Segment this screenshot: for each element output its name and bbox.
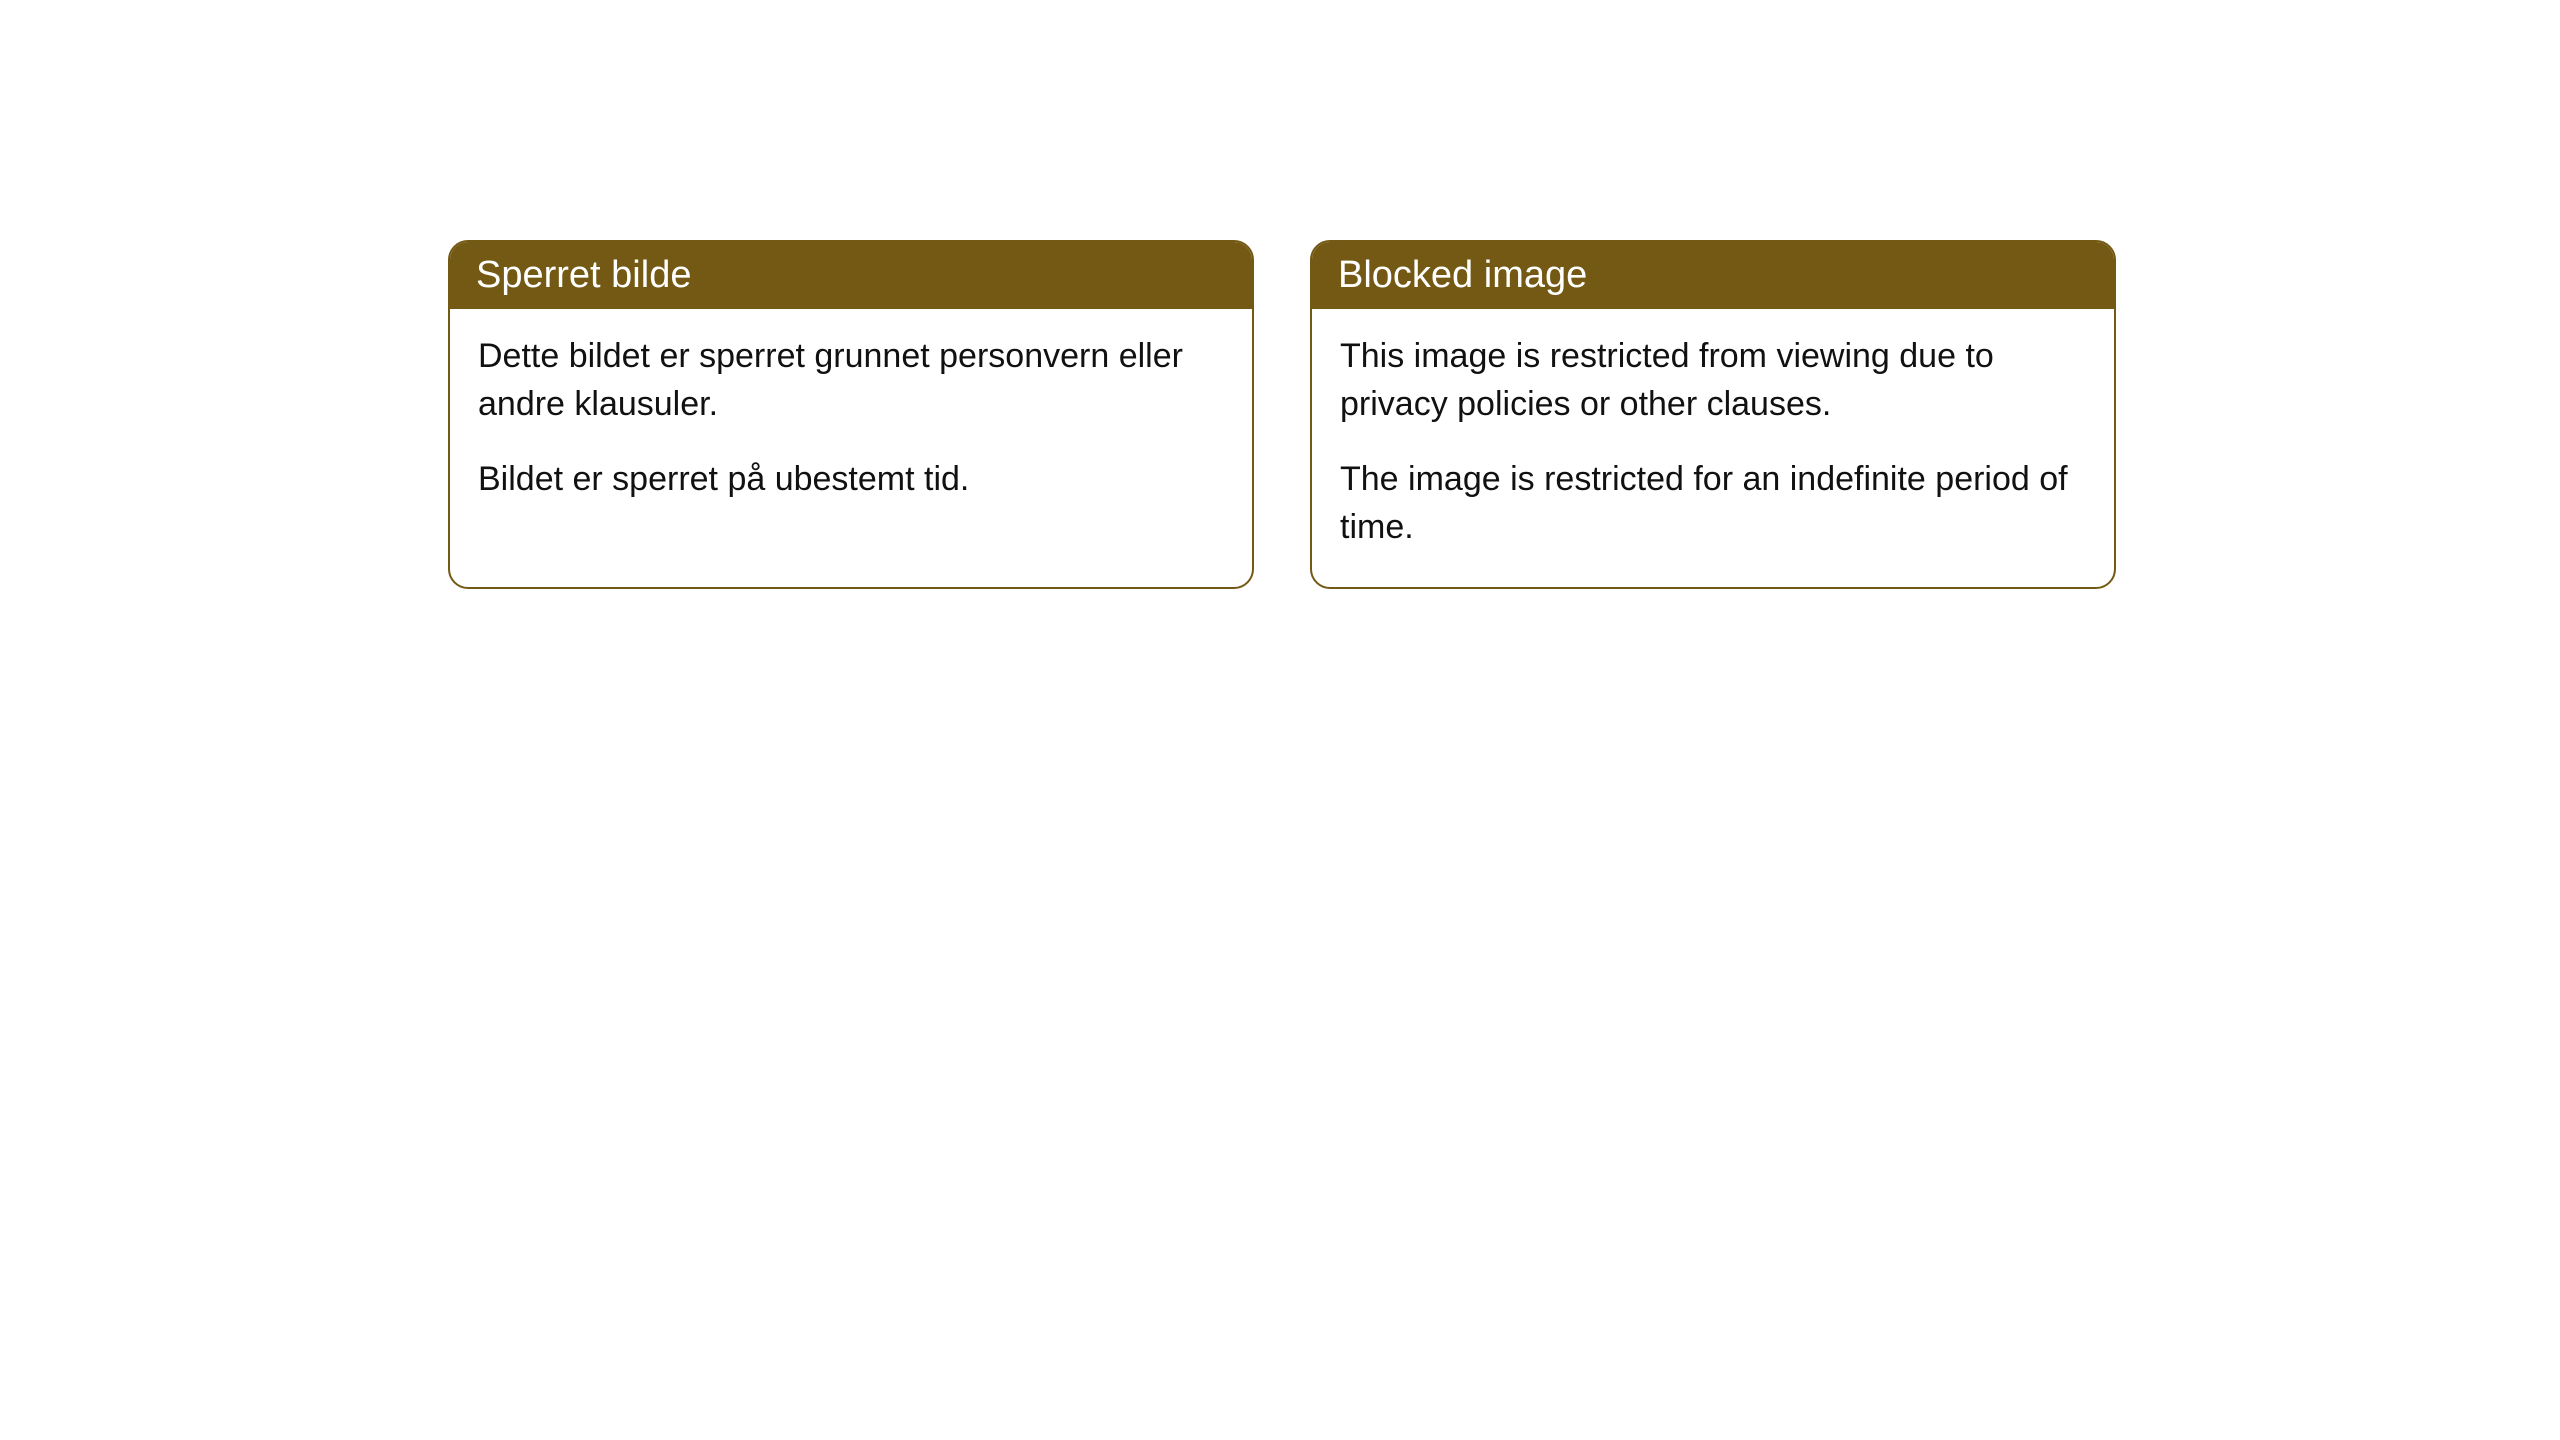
card-title: Blocked image — [1338, 254, 1587, 296]
card-body: This image is restricted from viewing du… — [1312, 309, 2114, 587]
card-header: Sperret bilde — [450, 242, 1252, 309]
card-header: Blocked image — [1312, 242, 2114, 309]
card-body: Dette bildet er sperret grunnet personve… — [450, 309, 1252, 540]
blocked-image-card-norwegian: Sperret bilde Dette bildet er sperret gr… — [448, 240, 1254, 589]
card-title: Sperret bilde — [476, 254, 691, 296]
notice-cards-container: Sperret bilde Dette bildet er sperret gr… — [448, 240, 2116, 589]
card-paragraph: Dette bildet er sperret grunnet personve… — [478, 333, 1224, 428]
card-paragraph: The image is restricted for an indefinit… — [1340, 456, 2086, 551]
card-paragraph: This image is restricted from viewing du… — [1340, 333, 2086, 428]
card-paragraph: Bildet er sperret på ubestemt tid. — [478, 456, 1224, 504]
blocked-image-card-english: Blocked image This image is restricted f… — [1310, 240, 2116, 589]
